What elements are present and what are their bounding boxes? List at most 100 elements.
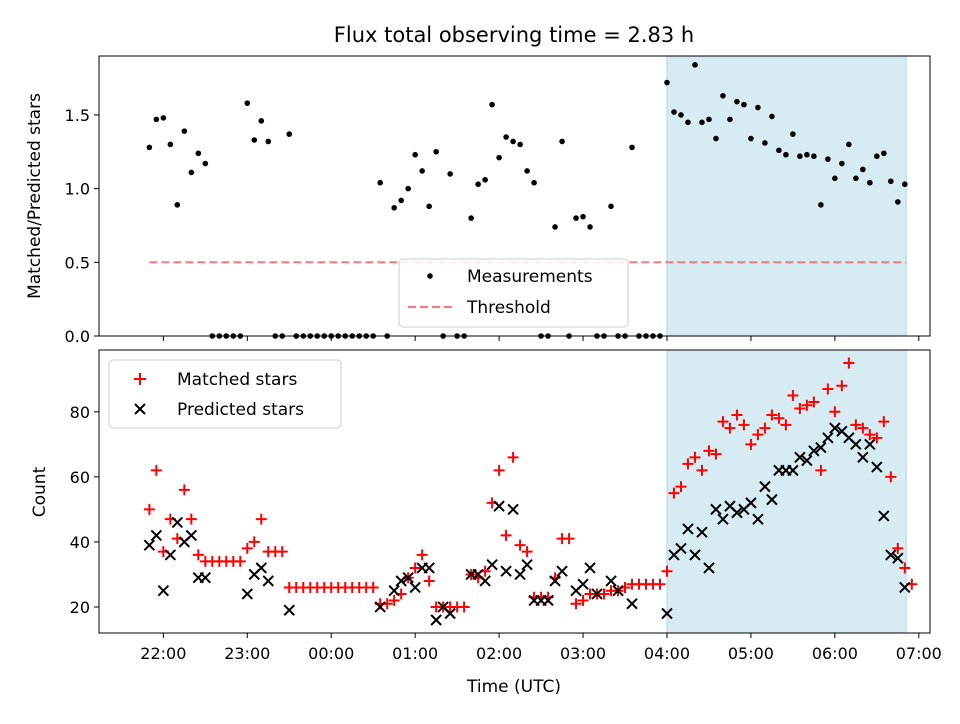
measurement-point <box>608 203 614 210</box>
count-legend: Matched stars Predicted stars <box>108 359 342 429</box>
measurement-point <box>412 151 418 158</box>
x-tick-label: 00:00 <box>308 644 354 663</box>
y-tick-label: 1.0 <box>65 180 90 199</box>
measurement-point <box>496 154 502 161</box>
predicted-stars-point <box>521 558 533 571</box>
measurement-point <box>678 112 684 118</box>
measurement-point <box>146 144 153 151</box>
count-axes: 20 40 60 80 22:00 23:00 00:00 01:00 02:00 03:00 04… <box>70 403 942 663</box>
ratio-legend-box <box>398 258 629 328</box>
predicted-stars-point <box>752 513 764 525</box>
matched-stars-point <box>458 601 470 613</box>
predicted-stars-point <box>549 575 561 587</box>
measurement-point <box>748 135 754 142</box>
observing-window-highlight <box>666 55 907 337</box>
matched-stars-point <box>178 484 190 496</box>
matched-stars-point <box>829 406 841 418</box>
predicted-stars-point <box>171 516 184 529</box>
matched-stars-point <box>871 432 883 444</box>
predicted-stars-point <box>185 529 198 542</box>
predicted-stars-point <box>815 441 827 454</box>
measurement-point <box>720 92 726 99</box>
predicted-stars-point <box>808 445 820 457</box>
measurement-point <box>797 153 803 160</box>
matched-stars-point <box>864 429 876 441</box>
matched-stars-point <box>514 539 526 551</box>
measurement-point <box>888 178 894 185</box>
x-tick-label: 23:00 <box>224 644 270 663</box>
predicted-stars-point <box>423 562 435 574</box>
measurement-point <box>559 138 565 145</box>
measurement-point <box>811 153 817 160</box>
measurement-point <box>664 79 670 86</box>
predicted-stars-point <box>703 562 715 574</box>
matched-stars-point <box>801 399 813 411</box>
measurement-point <box>188 169 195 176</box>
measurement-point <box>265 138 272 145</box>
matched-stars-point <box>500 529 512 541</box>
predicted-stars-point <box>759 480 771 493</box>
measurement-point <box>531 179 537 186</box>
count-y-axis-label: Count <box>30 466 50 517</box>
x-tick-label: 03:00 <box>560 644 606 663</box>
measurement-point <box>734 98 740 105</box>
matched-stars-point <box>255 513 267 525</box>
predicted-stars-point <box>143 539 156 551</box>
matched-stars-point <box>234 555 246 567</box>
predicted-stars-point <box>542 594 554 607</box>
predicted-stars-point <box>612 585 624 597</box>
measurement-point <box>517 141 523 148</box>
measurement-point <box>251 137 258 143</box>
count-marks <box>143 357 918 626</box>
measurement-point <box>580 213 586 220</box>
matched-stars-point <box>724 422 736 434</box>
x-tick-label: 04:00 <box>644 644 690 663</box>
matched-stars-point <box>773 412 785 424</box>
matched-stars-point <box>493 464 505 476</box>
ratio-y-axis-label: Matched/Predicted stars <box>25 93 45 299</box>
legend-measurements-marker <box>427 273 433 279</box>
matched-stars-point <box>787 390 799 402</box>
predicted-stars-point <box>255 562 267 574</box>
measurement-point <box>426 203 432 210</box>
predicted-stars-point <box>493 500 505 512</box>
matched-stars-point <box>780 419 792 431</box>
measurement-point <box>573 215 579 221</box>
count-panel: 20 40 60 80 22:00 23:00 00:00 01:00 02:00 03:00 04… <box>30 349 942 697</box>
measurement-point <box>195 150 202 157</box>
measurement-point <box>776 147 782 154</box>
measurement-point <box>706 116 712 123</box>
matched-stars-point <box>689 451 701 463</box>
y-tick-label: 60 <box>70 468 90 487</box>
matched-stars-point <box>794 403 806 415</box>
measurement-point <box>790 131 796 137</box>
matched-stars-point <box>738 419 750 431</box>
predicted-stars-point <box>857 451 869 464</box>
predicted-stars-point <box>822 432 834 444</box>
matched-stars-point <box>822 383 834 395</box>
matched-stars-point <box>367 581 379 593</box>
matched-stars-point <box>423 575 435 587</box>
observing-window-highlight <box>666 349 907 634</box>
matched-stars-point <box>388 594 400 606</box>
measurement-point <box>755 104 761 111</box>
measurement-point <box>853 175 859 182</box>
matched-stars-point <box>703 445 715 457</box>
matched-stars-point <box>892 542 904 554</box>
matched-stars-point <box>409 562 421 574</box>
matched-stars-point <box>885 471 897 483</box>
matched-stars-point <box>745 438 757 450</box>
measurement-point <box>699 119 705 126</box>
predicted-stars-point <box>864 438 876 451</box>
predicted-stars-point <box>556 565 568 577</box>
measurement-point <box>419 168 425 174</box>
matched-stars-point <box>661 565 673 577</box>
measurement-point <box>181 128 188 134</box>
measurement-point <box>881 150 887 157</box>
predicted-stars-point <box>584 562 596 574</box>
matched-stars-point <box>563 533 575 545</box>
predicted-stars-point <box>409 581 421 594</box>
matched-stars-point <box>675 481 687 493</box>
measurement-point <box>685 119 691 126</box>
y-tick-label: 0.0 <box>65 327 90 346</box>
